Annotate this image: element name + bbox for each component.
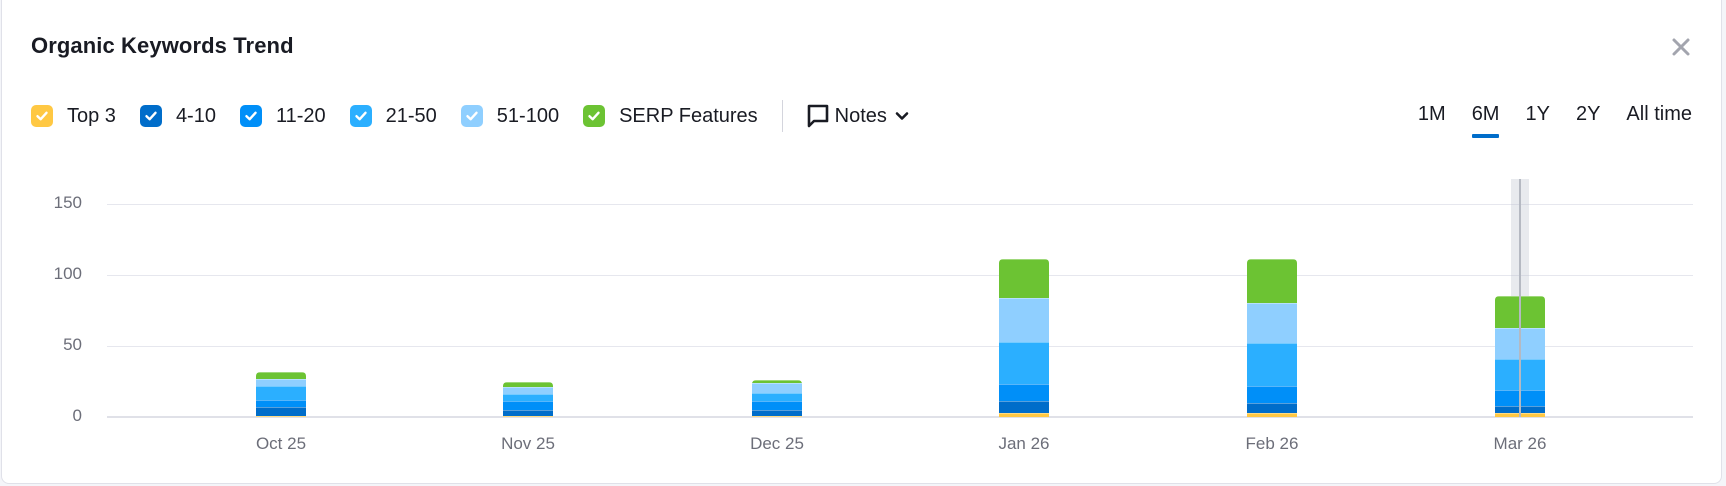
bar-segment-11-20 — [256, 399, 306, 408]
bar-segment-serp-features — [999, 259, 1049, 298]
range-tab-2y[interactable]: 2Y — [1575, 103, 1601, 125]
bar-segment-21-50 — [1247, 343, 1297, 386]
stacked-bar-jan-26[interactable] — [999, 259, 1049, 417]
x-axis-tick-label: Mar 26 — [1493, 434, 1547, 453]
time-range-selector: 1M 6M 1Y 2Y All time — [1392, 103, 1692, 138]
bar-segment-21-50 — [999, 341, 1049, 385]
bar-segment-serp-features — [256, 371, 306, 379]
legend-label: 4-10 — [175, 104, 216, 127]
bar-segment-51-100 — [752, 382, 802, 393]
bar-segment-51-100 — [256, 378, 306, 386]
x-axis-tick-label: Dec 25 — [750, 434, 804, 453]
notes-dropdown[interactable]: Notes — [807, 104, 909, 128]
notes-label: Notes — [834, 104, 887, 127]
chevron-down-icon — [895, 112, 909, 120]
checkbox-checked-icon[interactable] — [139, 105, 162, 127]
bar-segment-4-10 — [752, 409, 802, 416]
bar-segment-11-20 — [503, 401, 553, 410]
stacked-bar-feb-26[interactable] — [1247, 259, 1297, 417]
y-axis-tick-label: 0 — [72, 406, 82, 425]
bar-segment-top-3 — [503, 415, 553, 417]
legend-label: 21-50 — [385, 104, 437, 127]
bar-segment-51-100 — [999, 297, 1049, 342]
bar-segment-top-3 — [999, 412, 1049, 417]
bar-segment-21-50 — [752, 392, 802, 402]
checkbox-checked-icon[interactable] — [349, 105, 372, 127]
checkbox-checked-icon[interactable] — [31, 105, 53, 127]
legend-label: 51-100 — [496, 104, 560, 127]
bar-segment-serp-features — [752, 380, 802, 383]
y-axis-tick-label: 50 — [63, 335, 82, 354]
gridline — [107, 275, 1693, 276]
checkbox-checked-icon[interactable] — [583, 105, 606, 127]
bar-segment-11-20 — [999, 384, 1049, 402]
widget-title: Organic Keywords Trend — [31, 33, 294, 58]
close-button[interactable] — [1670, 36, 1692, 58]
legend-label: SERP Features — [619, 104, 758, 127]
bar-segment-4-10 — [999, 401, 1049, 413]
close-icon — [1672, 38, 1690, 56]
bar-segment-4-10 — [256, 407, 306, 416]
bar-segment-4-10 — [503, 409, 553, 416]
bar-segment-serp-features — [503, 381, 553, 388]
bar-segment-21-50 — [256, 385, 306, 400]
range-tab-all-time[interactable]: All time — [1626, 103, 1692, 125]
checkbox-checked-icon[interactable] — [239, 105, 262, 127]
legend-item-11-20[interactable]: 11-20 — [239, 104, 326, 128]
legend-item-4-10[interactable]: 4-10 — [139, 104, 216, 128]
x-axis-tick-label: Jan 26 — [998, 434, 1050, 453]
legend-label: 11-20 — [275, 104, 326, 127]
bar-segment-top-3 — [1247, 412, 1297, 417]
y-axis-tick-label: 100 — [53, 264, 82, 283]
gridline — [107, 204, 1693, 205]
legend-divider — [781, 100, 783, 132]
bar-segment-11-20 — [1247, 385, 1297, 403]
x-axis-tick-label: Feb 26 — [1245, 434, 1299, 453]
bar-segment-4-10 — [1247, 402, 1297, 413]
bar-segment-51-100 — [503, 387, 553, 395]
bar-segment-51-100 — [1247, 303, 1297, 344]
range-tab-1m[interactable]: 1M — [1417, 103, 1446, 125]
bar-segment-serp-features — [1247, 259, 1297, 304]
y-axis-tick-label: 150 — [53, 193, 82, 212]
stacked-bar-dec-25[interactable] — [752, 380, 802, 417]
bar-segment-top-3 — [256, 415, 306, 417]
gridline — [107, 416, 1693, 418]
stacked-bar-nov-25[interactable] — [503, 381, 553, 417]
stacked-bar-oct-25[interactable] — [256, 371, 306, 417]
legend-item-serp-features[interactable]: SERP Features — [583, 105, 758, 128]
range-tab-6m[interactable]: 6M — [1471, 103, 1500, 138]
bar-segment-21-50 — [503, 394, 553, 402]
legend-label: Top 3 — [67, 104, 116, 127]
comment-icon — [807, 104, 828, 128]
legend-item-top-3[interactable]: Top 3 — [31, 105, 116, 128]
x-axis-tick-label: Nov 25 — [501, 434, 555, 453]
bar-segment-top-3 — [752, 415, 802, 417]
legend-item-51-100[interactable]: 51-100 — [460, 104, 560, 128]
bar-segment-11-20 — [752, 401, 802, 410]
legend-item-21-50[interactable]: 21-50 — [349, 104, 437, 128]
range-tab-1y[interactable]: 1Y — [1525, 103, 1550, 125]
checkbox-checked-icon[interactable] — [460, 105, 483, 127]
x-axis-tick-label: Oct 25 — [255, 434, 307, 453]
hover-crosshair-line — [1519, 179, 1521, 417]
gridline — [107, 346, 1693, 347]
series-legend: Top 3 4-10 11-20 21-50 51-100 SERP Features No… — [31, 100, 909, 132]
